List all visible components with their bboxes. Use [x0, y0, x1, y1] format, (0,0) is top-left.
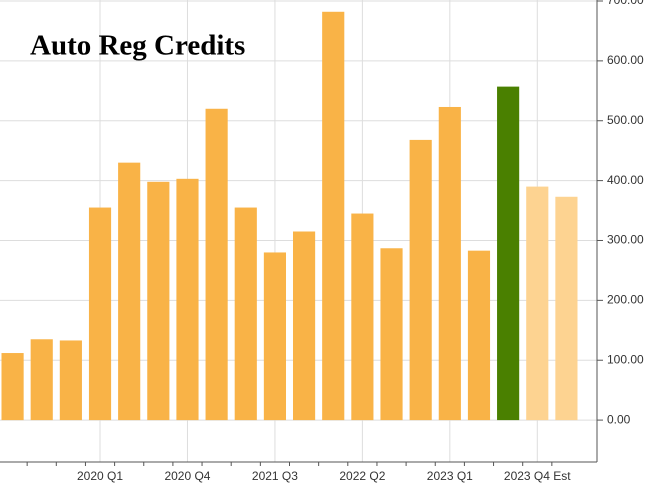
x-tick-label: 2022 Q2: [339, 469, 385, 483]
bar: [205, 108, 228, 421]
bar: [351, 213, 374, 421]
bar: [176, 178, 199, 421]
bar: [88, 207, 112, 421]
y-tick-label: 400.00: [607, 173, 644, 187]
y-tick-label: 700.00: [607, 0, 644, 7]
bar: [263, 252, 287, 421]
y-tick-label: 100.00: [607, 352, 644, 366]
bar: [497, 86, 520, 421]
x-tick-label: 2021 Q3: [252, 469, 298, 483]
bar: [380, 248, 403, 421]
bar: [555, 196, 578, 421]
bar: [147, 181, 170, 421]
x-tick-label: 2023 Q1: [427, 469, 473, 483]
bar: [322, 11, 345, 421]
bar: [438, 106, 461, 421]
bar: [59, 340, 82, 421]
bar: [292, 231, 316, 421]
y-tick-label: 200.00: [607, 293, 644, 307]
bar: [409, 139, 432, 421]
bar: [467, 250, 491, 421]
y-tick-label: 0.00: [607, 412, 631, 426]
bar: [526, 186, 549, 421]
bar: [234, 207, 257, 421]
bar: [30, 339, 53, 421]
y-tick-label: 600.00: [607, 53, 644, 67]
bar: [1, 353, 24, 421]
bar: [118, 162, 141, 421]
chart-title: Auto Reg Credits: [30, 30, 245, 62]
x-tick-label: 2020 Q4: [164, 469, 210, 483]
x-tick-label: 2023 Q4 Est: [504, 469, 571, 483]
y-tick-label: 500.00: [607, 113, 644, 127]
x-tick-label: 2020 Q1: [77, 469, 123, 483]
y-tick-label: 300.00: [607, 233, 644, 247]
